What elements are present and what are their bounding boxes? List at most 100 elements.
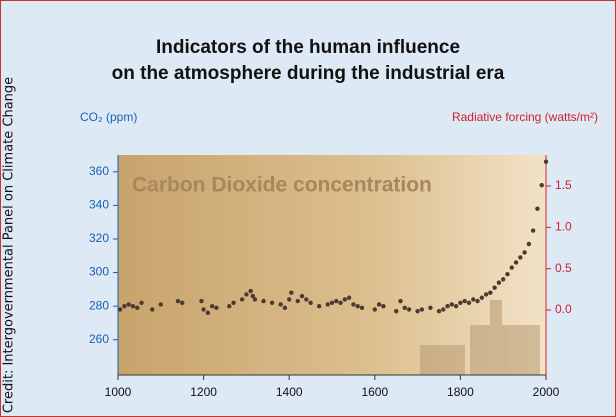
data-point — [462, 298, 467, 304]
data-point — [282, 305, 288, 311]
data-point — [201, 307, 206, 312]
data-point — [505, 272, 510, 277]
data-point — [355, 303, 360, 309]
data-point — [269, 300, 275, 305]
data-point — [406, 307, 412, 312]
data-point — [445, 303, 450, 309]
credit: Credit: Intergovernmental Panel on Clima… — [2, 77, 17, 413]
data-point — [501, 277, 506, 282]
annotation: Carbon Dioxide concentration — [132, 174, 432, 197]
data-point — [205, 310, 211, 316]
data-point — [471, 297, 476, 302]
data-point — [483, 292, 489, 297]
data-point — [398, 298, 403, 304]
x-tick-label: 2000 — [533, 385, 560, 399]
data-point — [475, 298, 480, 304]
y-tick-label: 280 — [89, 298, 109, 312]
data-point — [334, 298, 339, 304]
data-point — [122, 303, 127, 309]
x-tick-label: 1200 — [190, 385, 217, 399]
y-tick-label: 360 — [89, 164, 109, 178]
data-point — [372, 307, 377, 312]
y-tick-label: 340 — [89, 198, 109, 212]
data-point — [308, 300, 313, 305]
data-point — [231, 300, 236, 305]
data-point — [479, 295, 484, 300]
y2-axis-label: Radiative forcing (watts/m²) — [452, 110, 598, 124]
y-tick-label: 300 — [89, 265, 109, 279]
x-tick-label: 1800 — [447, 385, 474, 399]
data-point — [175, 298, 181, 304]
data-point — [304, 297, 309, 302]
data-point — [299, 293, 305, 299]
data-point — [522, 250, 527, 255]
data-point — [458, 300, 463, 305]
data-point — [135, 305, 140, 311]
data-point — [289, 290, 294, 295]
data-point — [130, 303, 136, 309]
data-point — [436, 308, 442, 314]
data-point — [180, 300, 185, 305]
data-point — [441, 307, 446, 312]
data-point — [449, 302, 455, 307]
data-point — [329, 300, 335, 305]
data-point — [150, 307, 155, 312]
data-point — [325, 302, 330, 307]
factory-silhouette — [420, 300, 540, 375]
data-point — [214, 305, 219, 311]
data-point — [261, 298, 266, 304]
data-point — [402, 305, 407, 311]
data-point — [239, 297, 245, 302]
data-point — [509, 265, 514, 270]
y2-tick-label: 0.0 — [555, 302, 572, 316]
data-point — [518, 255, 523, 260]
data-point — [342, 297, 348, 302]
data-point — [496, 280, 502, 285]
data-point — [543, 159, 549, 164]
data-point — [158, 302, 163, 307]
data-point — [488, 290, 493, 295]
data-point — [199, 298, 204, 304]
chart-title: Indicators of the human influence — [156, 37, 460, 58]
data-point — [535, 206, 540, 211]
x-tick-label: 1400 — [276, 385, 303, 399]
data-point — [526, 241, 532, 247]
y2-tick-label: 1.0 — [555, 220, 572, 234]
y-tick-label: 260 — [89, 332, 109, 346]
x-tick-label: 1600 — [361, 385, 388, 399]
data-point — [287, 297, 292, 302]
data-point — [139, 300, 144, 305]
y-tick-label: 320 — [89, 231, 109, 245]
data-point — [539, 183, 544, 188]
data-point — [316, 303, 322, 309]
data-point — [295, 298, 300, 304]
data-point — [351, 302, 356, 307]
data-point — [530, 228, 536, 233]
data-point — [278, 302, 283, 307]
data-point — [248, 288, 253, 294]
data-point — [376, 302, 382, 307]
chart-title: on the atmosphere during the industrial … — [112, 63, 505, 84]
data-point — [346, 295, 352, 300]
y2-tick-label: 1.5 — [555, 178, 572, 192]
data-point — [419, 307, 425, 312]
data-point — [394, 308, 399, 314]
data-point — [381, 303, 386, 309]
data-point — [126, 302, 131, 307]
data-point — [453, 303, 459, 309]
y-axis-label: CO₂ (ppm) — [80, 110, 137, 124]
data-point — [338, 300, 343, 305]
data-point — [252, 297, 258, 302]
data-point — [250, 293, 256, 299]
data-point — [117, 307, 123, 312]
x-tick-label: 1000 — [105, 385, 132, 399]
data-point — [466, 300, 472, 305]
data-point — [428, 305, 433, 311]
data-point — [359, 305, 365, 311]
data-point — [492, 285, 497, 290]
data-point — [244, 292, 249, 297]
data-point — [513, 260, 519, 265]
data-point — [415, 308, 420, 314]
data-point — [209, 303, 215, 309]
